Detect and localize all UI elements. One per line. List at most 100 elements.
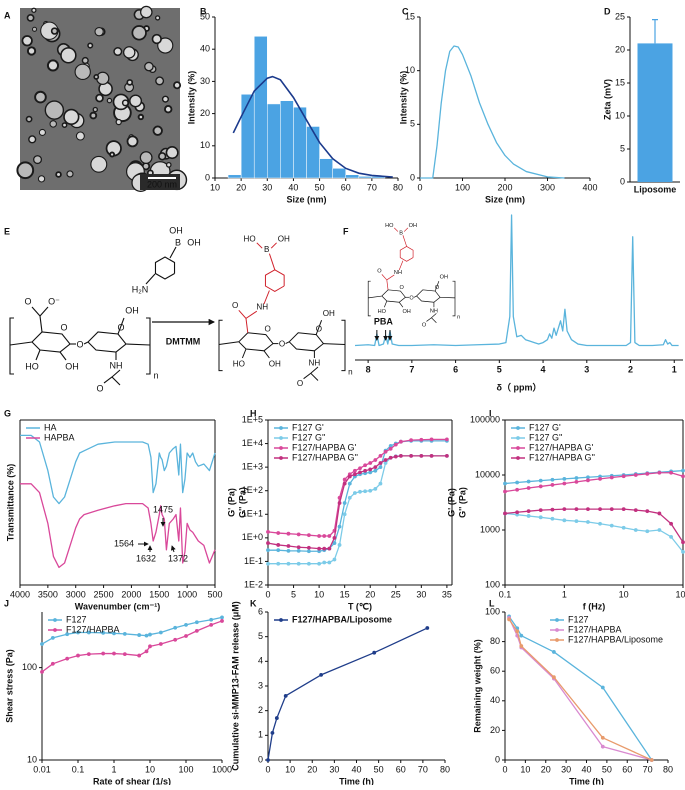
atom-label: O bbox=[400, 285, 405, 291]
data-point bbox=[296, 545, 301, 550]
panel-label: A bbox=[4, 10, 11, 20]
bond bbox=[368, 295, 382, 299]
y-tick-label: 60 bbox=[490, 666, 500, 676]
annotation: 1475 bbox=[153, 504, 173, 514]
x-axis-label: f (Hz) bbox=[583, 601, 606, 611]
data-point bbox=[409, 438, 414, 443]
x-tick-label: 35 bbox=[442, 589, 452, 599]
vesicle bbox=[75, 131, 85, 141]
bond bbox=[285, 341, 290, 345]
vesicle bbox=[151, 33, 162, 45]
bond bbox=[341, 319, 346, 372]
bond bbox=[303, 366, 319, 380]
panel-label: B bbox=[200, 6, 207, 16]
data-point bbox=[378, 461, 383, 465]
data-point bbox=[101, 651, 106, 656]
data-point bbox=[526, 486, 531, 490]
data-point bbox=[122, 631, 127, 636]
vesicle bbox=[44, 100, 65, 120]
y-tick-label: 10000 bbox=[475, 469, 500, 479]
data-point bbox=[515, 510, 520, 515]
vesicle bbox=[139, 151, 153, 164]
vesicle bbox=[140, 5, 153, 19]
y-tick-label: 1000 bbox=[480, 524, 500, 534]
data-point bbox=[562, 481, 567, 486]
y-tick-label: 0 bbox=[620, 176, 625, 186]
y-axis-label: G'' (Pa) bbox=[457, 487, 467, 518]
x-tick-label: 50 bbox=[374, 764, 384, 774]
data-point bbox=[158, 642, 163, 646]
x-tick-label: 60 bbox=[622, 764, 632, 774]
data-point bbox=[388, 455, 393, 460]
data-point bbox=[363, 468, 368, 473]
data-point bbox=[538, 508, 543, 513]
data-point bbox=[657, 511, 662, 516]
bond bbox=[35, 349, 41, 361]
y-axis-label: Transmittance (%) bbox=[5, 464, 15, 542]
atom-label: NH bbox=[430, 308, 438, 314]
legend-marker bbox=[279, 618, 283, 622]
series-line bbox=[508, 616, 653, 761]
vesicle bbox=[109, 151, 116, 158]
bond bbox=[452, 280, 456, 317]
vesicle bbox=[165, 161, 172, 168]
atom-label: O bbox=[297, 379, 303, 388]
x-axis-label: Time (h) bbox=[569, 776, 604, 785]
y-tick-label: 80 bbox=[490, 636, 500, 646]
bar bbox=[345, 174, 360, 179]
bond bbox=[218, 319, 223, 372]
data-point bbox=[538, 515, 543, 520]
x-tick-label: 70 bbox=[367, 182, 377, 192]
atom-label: n bbox=[457, 315, 460, 321]
atom-label: O bbox=[96, 383, 103, 393]
y-tick-label: 20 bbox=[615, 44, 625, 54]
data-point bbox=[276, 531, 281, 535]
data-point bbox=[266, 541, 270, 545]
bond bbox=[315, 320, 323, 335]
atom-label: OH bbox=[65, 361, 79, 371]
data-point bbox=[373, 468, 378, 473]
vesicle bbox=[81, 56, 89, 65]
atom-label: O bbox=[316, 324, 322, 333]
bond bbox=[9, 317, 14, 375]
data-point bbox=[562, 507, 567, 511]
data-point bbox=[306, 561, 311, 566]
y-tick-label: 1E+3 bbox=[242, 462, 263, 472]
vesicle bbox=[34, 90, 47, 104]
data-point bbox=[550, 483, 555, 487]
x-tick-label: 100 bbox=[455, 182, 470, 192]
x-tick-label: 3000 bbox=[66, 589, 86, 599]
data-point bbox=[419, 453, 424, 458]
vesicle bbox=[87, 42, 94, 49]
bond bbox=[111, 376, 121, 386]
panel-label: L bbox=[489, 598, 495, 608]
legend-label: F127/HAPBA/Liposome bbox=[292, 614, 392, 624]
legend-marker bbox=[516, 436, 520, 440]
vesicle bbox=[95, 93, 104, 103]
data-point bbox=[363, 489, 368, 494]
y-tick-label: 15 bbox=[615, 77, 625, 87]
legend-marker bbox=[279, 426, 283, 430]
data-point bbox=[276, 561, 281, 566]
data-point bbox=[669, 534, 673, 539]
y-tick-label: 1E-2 bbox=[244, 579, 263, 589]
y-tick-label: 10 bbox=[27, 754, 37, 764]
data-point bbox=[669, 470, 673, 475]
x-tick-label: 2000 bbox=[121, 589, 141, 599]
data-point bbox=[342, 481, 347, 486]
vesicle bbox=[123, 46, 136, 59]
legend-marker bbox=[279, 446, 283, 450]
vesicle bbox=[164, 105, 173, 114]
scale-bar-label: 200 nm bbox=[147, 179, 177, 189]
data-point bbox=[519, 633, 524, 638]
vesicle bbox=[16, 161, 35, 180]
bond bbox=[386, 279, 389, 290]
bond bbox=[399, 246, 414, 262]
x-tick-label: 60 bbox=[341, 182, 351, 192]
atom-label: NH bbox=[110, 360, 123, 370]
legend-marker bbox=[516, 446, 520, 450]
bar bbox=[358, 176, 373, 179]
bond bbox=[381, 274, 388, 281]
